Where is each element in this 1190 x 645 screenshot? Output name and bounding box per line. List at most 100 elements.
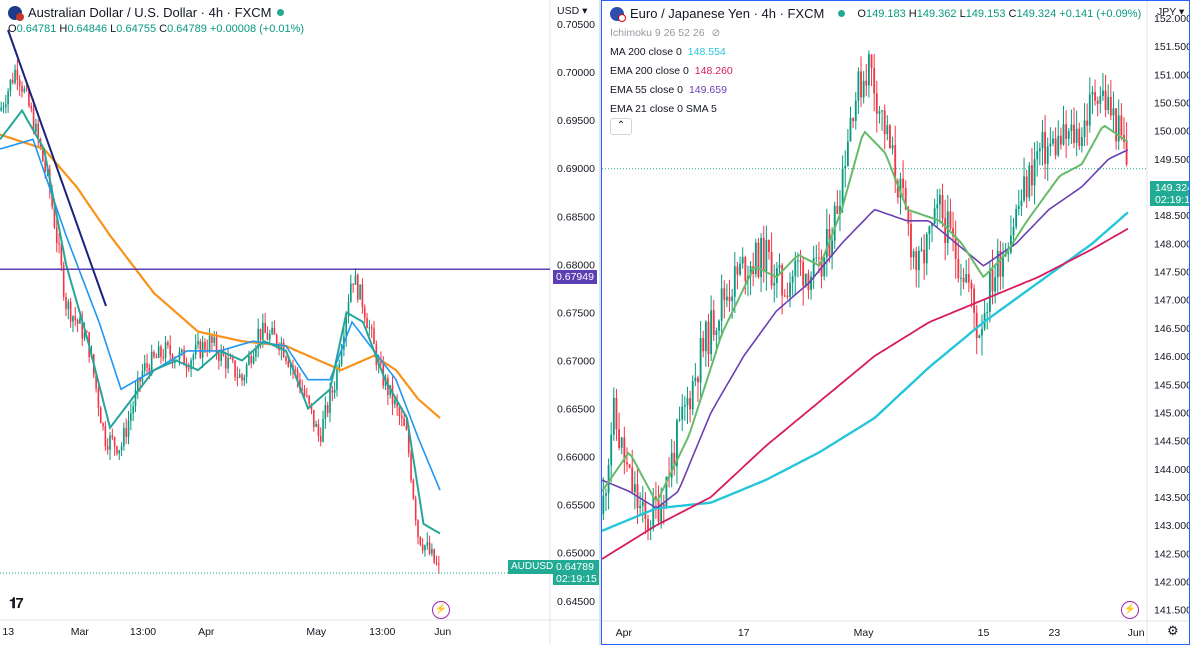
- candle-body: [322, 418, 324, 442]
- candle-body: [662, 504, 665, 508]
- candle-body: [86, 331, 88, 333]
- indicator-ema200[interactable]: EMA 200 close 0 148.260: [610, 65, 733, 77]
- candle-body: [938, 194, 941, 205]
- eurjpy-title[interactable]: Euro / Japanese Yen · 4h · FXCM: [630, 6, 825, 21]
- candle-body: [21, 85, 23, 92]
- audusd-chart-canvas[interactable]: 0.70500 0.70000 0.69500 0.69000 0.68500 0.680…: [0, 0, 600, 645]
- candle-body: [836, 205, 839, 214]
- candle-body: [111, 435, 114, 438]
- candle-body: [380, 360, 382, 364]
- candle-body: [127, 420, 130, 437]
- candle-body: [1023, 176, 1025, 201]
- candle-body: [16, 69, 19, 80]
- candle-body: [0, 107, 2, 111]
- candle-body: [1109, 96, 1112, 116]
- candle-body: [118, 450, 121, 454]
- price-tick-label: 148.500: [1154, 210, 1190, 222]
- candle-body: [612, 397, 615, 435]
- time-tick-label: Jun: [434, 626, 451, 638]
- candle-body: [296, 369, 299, 380]
- candle-body: [180, 349, 183, 352]
- candle-body: [712, 310, 715, 336]
- candle-body: [676, 420, 678, 467]
- audusd-chart-pane[interactable]: 0.70500 0.70000 0.69500 0.69000 0.68500 0.680…: [0, 0, 600, 645]
- lightning-icon[interactable]: ⚡: [1121, 601, 1139, 619]
- candle-body: [691, 381, 694, 410]
- candle-body: [1091, 91, 1094, 95]
- candle-body: [65, 296, 67, 309]
- candle-body: [1075, 128, 1078, 143]
- candle-body: [970, 282, 973, 289]
- candle-body: [130, 413, 132, 421]
- candle-body: [831, 240, 834, 257]
- candle-body: [786, 295, 789, 297]
- candle-body: [1052, 138, 1054, 144]
- candle-body: [846, 141, 849, 167]
- indicator-ema21[interactable]: EMA 21 close 0 SMA 5: [610, 103, 717, 115]
- candle-body: [187, 368, 190, 370]
- price-tick-label: 152.000: [1154, 13, 1190, 25]
- candle-body: [686, 398, 689, 406]
- candle-body: [227, 358, 229, 369]
- settings-gear-icon[interactable]: ⚙: [1167, 623, 1179, 638]
- candle-body: [1007, 252, 1010, 254]
- candle-body: [928, 226, 931, 235]
- indicator-ema55[interactable]: EMA 55 close 0 149.659: [610, 84, 727, 96]
- candle-body: [904, 187, 907, 209]
- candle-body: [236, 377, 239, 379]
- price-tick-label: 0.65000: [557, 548, 595, 560]
- candle-body: [862, 80, 865, 98]
- candle-body: [647, 518, 649, 531]
- indicator-ichimoku[interactable]: Ichimoku 9 26 52 26 ⊘: [610, 27, 721, 39]
- candle-body: [234, 360, 236, 378]
- price-tick-label: 146.500: [1154, 323, 1190, 335]
- candle-body: [818, 257, 820, 259]
- candle-body: [678, 419, 681, 421]
- candle-body: [883, 110, 886, 135]
- candle-body: [799, 260, 802, 263]
- candle-body: [925, 234, 928, 264]
- eurjpy-chart-pane[interactable]: 152.000 151.500 151.000 150.500 150.000 149.5…: [601, 0, 1190, 645]
- candle-body: [157, 346, 160, 358]
- candle-body: [615, 397, 618, 430]
- candle-body: [208, 335, 211, 351]
- candle-body: [833, 205, 836, 241]
- candle-body: [860, 71, 862, 98]
- candle-body: [134, 390, 137, 407]
- candle-body: [431, 549, 433, 554]
- candle-body: [255, 348, 257, 357]
- candle-body: [224, 355, 227, 369]
- price-tick-label: 143.500: [1154, 492, 1190, 504]
- indicator-ma200[interactable]: MA 200 close 0 148.554: [610, 46, 726, 58]
- candle-body: [183, 349, 185, 366]
- candle-body: [368, 327, 371, 329]
- candle-body: [264, 322, 266, 334]
- candle-body: [889, 125, 891, 149]
- tradingview-logo-icon[interactable]: 𝟏7: [9, 595, 24, 612]
- candle-body: [865, 80, 868, 86]
- eurjpy-ohlc: O149.183 H149.362 L149.153 C149.324 +0.1…: [857, 7, 1142, 20]
- lightning-icon[interactable]: ⚡: [432, 601, 450, 619]
- candle-body: [936, 204, 939, 209]
- candle-body: [988, 269, 991, 312]
- candle-body: [854, 100, 857, 122]
- candle-body: [1104, 90, 1107, 111]
- eurjpy-chart-canvas[interactable]: 152.000 151.500 151.000 150.500 150.000 149.5…: [602, 1, 1190, 645]
- candle-body: [417, 520, 419, 537]
- candle-body: [1080, 137, 1083, 147]
- market-open-status-icon: [277, 9, 285, 16]
- candle-body: [844, 166, 847, 169]
- collapse-indicators-button[interactable]: ⌃: [610, 118, 632, 135]
- pane-divider[interactable]: [599, 0, 601, 645]
- candle-body: [32, 108, 35, 132]
- candle-body: [770, 252, 773, 286]
- eye-hidden-icon[interactable]: ⊘: [711, 27, 721, 39]
- candle-body: [350, 283, 352, 302]
- candle-body: [975, 312, 978, 339]
- candle-body: [1017, 205, 1020, 209]
- candle-body: [920, 249, 923, 251]
- candle-body: [628, 464, 631, 468]
- candle-body: [810, 276, 812, 290]
- audusd-title[interactable]: Australian Dollar / U.S. Dollar · 4h · F…: [28, 5, 272, 20]
- candle-body: [194, 344, 197, 356]
